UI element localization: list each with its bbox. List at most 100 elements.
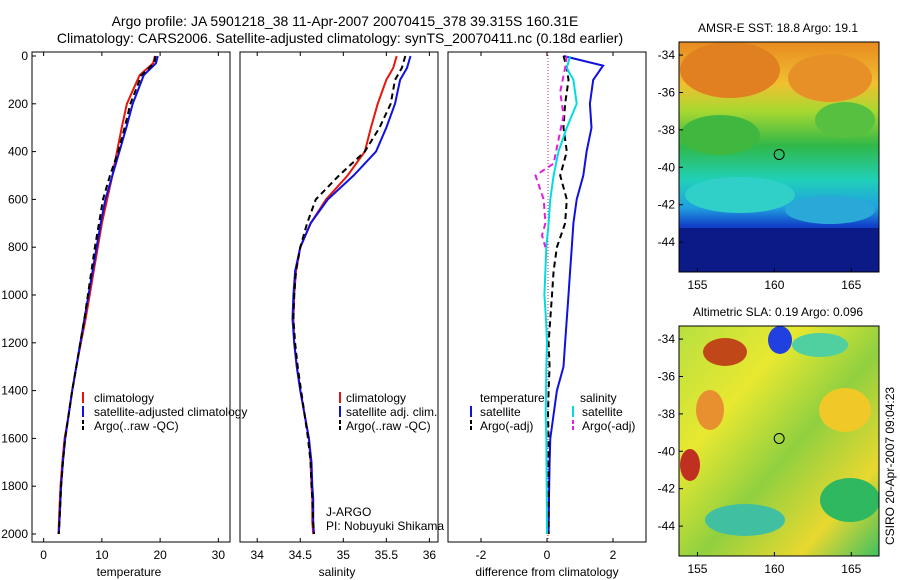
legend-label: Argo(-adj): [582, 419, 635, 433]
temperature-panel: 0 200 400 600 800 1000 1200 1400 1600 1800 2000 0 1…: [1, 49, 247, 579]
pi-program: J-ARGO: [326, 505, 371, 519]
y-tick-label: 800: [8, 240, 28, 254]
series-line-salinity-argo-adj-: [534, 55, 568, 248]
salinity-x-label: salinity: [319, 565, 356, 579]
salinity-x-ticks: 34 34.5 35 35.5 36: [251, 52, 436, 562]
sst-warm-patch: [680, 42, 780, 98]
legend-label: satellite-adjusted climatology: [94, 405, 247, 419]
difference-series: [534, 55, 605, 535]
y-tick-label: 2000: [1, 527, 28, 541]
series-line-satellite-adjusted-climatology: [57, 55, 159, 535]
sla-low-patch: [705, 504, 785, 536]
salinity-legend: climatology satellite adj. clim. Argo(..…: [339, 391, 437, 433]
series-line-temperature-satellite: [547, 55, 605, 535]
salinity-panel: 34 34.5 35 35.5 36 salinity climatology sate…: [239, 51, 444, 579]
sst-mid-patch: [815, 102, 875, 138]
sla-lat-ticks: -34 -36 -38 -40 -42 -44: [658, 332, 683, 533]
series-line-climatology: [57, 55, 156, 535]
temperature-series: [57, 55, 159, 535]
sla-map-title: Altimetric SLA: 0.19 Argo: 0.096: [693, 305, 863, 319]
sst-map-panel: AMSR-E SST: 18.8 Argo: 19.1 -34 -36 -38 -40…: [658, 21, 880, 292]
difference-x-label: difference from climatology: [475, 565, 618, 579]
temperature-x-label: temperature: [97, 565, 162, 579]
series-line-temperature-argo-adj-: [546, 55, 570, 534]
temperature-axes-box: [31, 51, 231, 543]
lon-tick-label: 155: [687, 562, 707, 576]
lat-tick-label: -38: [658, 407, 676, 421]
sla-map-panel: Altimetric SLA: 0.19 Argo: 0.096 -34-36-…: [658, 305, 880, 576]
lat-tick-label: -40: [658, 160, 676, 174]
series-line-argo-raw-qc-: [57, 55, 157, 535]
lat-tick-label: -44: [658, 235, 676, 249]
difference-legend: temperature salinity satellite Argo(-adj…: [470, 391, 635, 433]
lat-tick-label: -34: [658, 332, 676, 346]
legend-label: climatology: [346, 391, 406, 405]
lon-tick-label: 155: [687, 278, 707, 292]
lat-tick-label: -34: [658, 48, 676, 62]
sst-cool-patch: [685, 177, 795, 213]
pi-name: PI: Nobuyuki Shikama: [326, 519, 444, 533]
y-tick-label: 1400: [1, 384, 28, 398]
sla-low-patch: [792, 333, 848, 357]
sla-low-patch: [768, 326, 792, 354]
lon-tick-label: 160: [764, 562, 784, 576]
sst-mid-patch: [680, 115, 760, 155]
sst-cool-patch: [785, 196, 875, 224]
lat-tick-label: -38: [658, 123, 676, 137]
y-tick-label: 1000: [1, 288, 28, 302]
figure-title-line1: Argo profile: JA 5901218_38 11-Apr-2007 …: [112, 13, 579, 29]
y-tick-label: 400: [8, 145, 28, 159]
legend-label: Argo(..raw -QC): [346, 419, 431, 433]
sla-high-patch: [703, 338, 747, 366]
y-tick-label: 1200: [1, 336, 28, 350]
depth-ticks: 0 200 400 600 800 1000 1200 1400 1600 1800 2000: [1, 49, 36, 541]
sla-field: [679, 326, 879, 556]
legend-label: climatology: [94, 391, 154, 405]
x-tick-label: 34: [251, 548, 265, 562]
x-tick-label: 35: [337, 548, 351, 562]
x-tick-label: 10: [95, 548, 109, 562]
sst-cold-band: [679, 228, 879, 272]
x-tick-label: 30: [212, 548, 226, 562]
series-line-argo-raw-qc-: [292, 55, 407, 535]
lat-tick-label: -42: [658, 198, 676, 212]
legend-header-salinity: salinity: [580, 391, 617, 405]
y-tick-label: 200: [8, 97, 28, 111]
legend-header-temperature: temperature: [480, 391, 545, 405]
salinity-axes-box: [239, 51, 439, 543]
x-tick-label: 2: [610, 548, 617, 562]
sst-field: [679, 42, 879, 272]
legend-label: satellite: [480, 405, 521, 419]
lon-tick-label: 165: [841, 562, 861, 576]
sla-low-patch: [820, 478, 879, 522]
difference-panel: -2 0 2 difference from climatology tempera…: [447, 51, 647, 579]
legend-label: satellite adj. clim.: [346, 405, 437, 419]
x-tick-label: 20: [153, 548, 167, 562]
series-line-climatology: [292, 55, 398, 535]
figure-title-line2: Climatology: CARS2006. Satellite-adjuste…: [57, 30, 623, 46]
salinity-series: [291, 55, 412, 535]
sst-map-frame: [678, 41, 880, 273]
lon-tick-label: 160: [764, 278, 784, 292]
sla-map-frame: [678, 325, 880, 557]
difference-x-ticks: -2 0 2: [476, 52, 617, 562]
lat-tick-label: -40: [658, 444, 676, 458]
sla-high-patch: [819, 388, 871, 432]
x-tick-label: 0: [544, 548, 551, 562]
legend-label: satellite: [582, 405, 623, 419]
lat-tick-label: -36: [658, 85, 676, 99]
sst-warm-patch: [788, 54, 872, 102]
argo-position-marker: [773, 148, 785, 160]
x-tick-label: 35.5: [375, 548, 399, 562]
lon-tick-label: 165: [841, 278, 861, 292]
lat-tick-label: -42: [658, 482, 676, 496]
sla-high-patch: [696, 390, 724, 430]
y-tick-label: 1800: [1, 479, 28, 493]
temperature-legend: climatology satellite-adjusted climatolo…: [82, 391, 247, 433]
legend-label: Argo(-adj): [480, 419, 533, 433]
sst-map-title: AMSR-E SST: 18.8 Argo: 19.1: [698, 21, 858, 35]
y-tick-label: 600: [8, 192, 28, 206]
sst-lat-ticks: -34 -36 -38 -40 -42 -44: [658, 48, 683, 249]
credit-timestamp: CSIRO 20-Apr-2007 09:04:23: [883, 387, 897, 545]
